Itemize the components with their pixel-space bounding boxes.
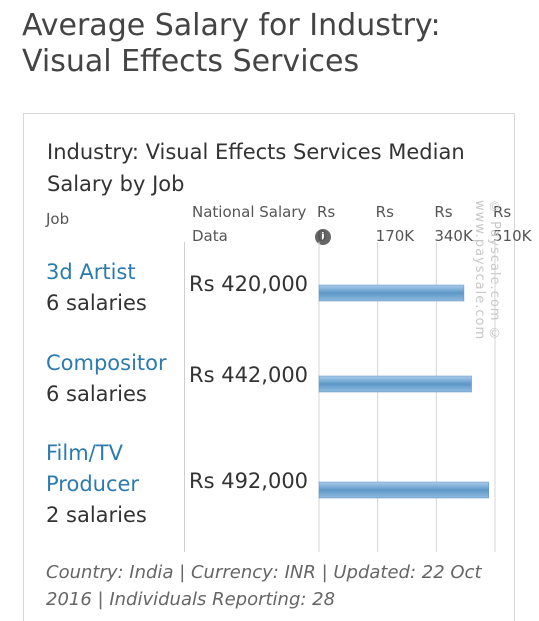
salary-bar: [318, 284, 465, 302]
bar-plot: [318, 242, 496, 552]
salary-bar: [318, 481, 490, 499]
chart-title: Industry: Visual Effects Services Median…: [47, 140, 465, 196]
salary-value-label: Rs 492,000: [189, 469, 309, 493]
salary-count: 2 salaries: [46, 503, 147, 527]
x-tick-label: Rs 340K: [434, 203, 473, 245]
national-salary-header: National Salary Data i: [192, 200, 331, 248]
salary-value-label: Rs 442,000: [189, 363, 309, 387]
page-title: Average Salary for Industry: Visual Effe…: [22, 8, 441, 79]
job-title-link[interactable]: Compositor: [46, 351, 167, 375]
salary-value-label: Rs 420,000: [189, 272, 309, 296]
salary-count: 6 salaries: [46, 291, 147, 315]
info-icon[interactable]: i: [315, 228, 331, 245]
chart-footer: Country: India | Currency: INR | Updated…: [46, 562, 482, 610]
x-tick-label: Rs 0: [317, 203, 336, 245]
job-column-header: Job: [46, 210, 70, 228]
job-title-link[interactable]: 3d Artist: [46, 260, 136, 284]
salary-chart-card: Industry: Visual Effects Services Median…: [23, 113, 531, 621]
national-salary-header-text: National Salary Data: [192, 203, 307, 245]
job-title-link[interactable]: Film/TV Producer: [46, 441, 140, 496]
x-tick-label: Rs 170K: [375, 203, 415, 245]
x-tick-label: Rs 510K: [493, 203, 532, 245]
job-row-label: Compositor 6 salaries: [46, 348, 196, 410]
job-row-label: 3d Artist 6 salaries: [46, 257, 196, 319]
plot-divider: [184, 242, 185, 552]
salary-count: 6 salaries: [46, 382, 147, 406]
salary-bar: [318, 375, 472, 393]
payscale-watermark: © Payscale.com © www.payscale.com: [472, 200, 502, 343]
job-row-label: Film/TV Producer 2 salaries: [46, 438, 196, 531]
